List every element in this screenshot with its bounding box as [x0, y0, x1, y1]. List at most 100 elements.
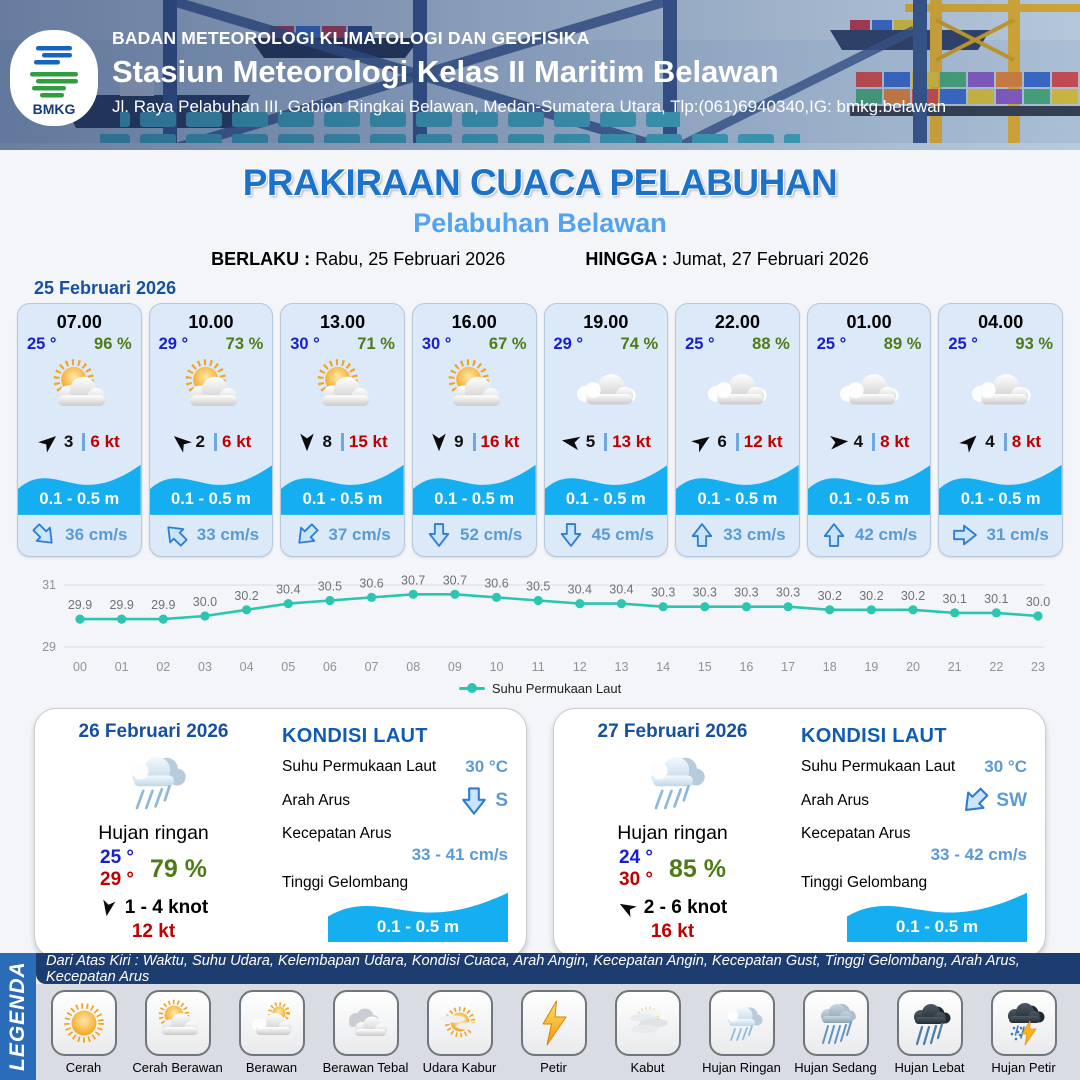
- x-axis-tick: 03: [198, 660, 212, 674]
- data-point-label: 30.4: [609, 583, 633, 597]
- current-row: 33 cm/s: [676, 515, 799, 556]
- bmkg-logo: BMKG: [10, 30, 98, 126]
- weather-icon-wrap: [545, 354, 668, 427]
- temperature-value: 25 °: [27, 335, 57, 353]
- wind-gust-value: 13 kt: [612, 432, 651, 452]
- wind-direction-icon: [828, 431, 850, 453]
- wind-speed-value: 5: [585, 432, 596, 452]
- x-axis-tick: 20: [906, 660, 920, 674]
- wind-row: 5 13 kt: [545, 427, 668, 458]
- daily-date: 27 Februari 2026: [597, 721, 748, 742]
- cerah-berawan-icon: [430, 357, 518, 423]
- legend-item-label: Cerah Berawan: [132, 1060, 223, 1075]
- temperature-value: 25 °: [948, 335, 978, 353]
- hujan-petir-icon: [999, 998, 1049, 1048]
- x-axis-tick: 04: [240, 660, 254, 674]
- wind-direction-icon: [956, 428, 984, 456]
- berawan-icon: [957, 357, 1045, 423]
- x-axis-tick: 01: [115, 660, 129, 674]
- berawan-sun-icon: [247, 998, 297, 1048]
- data-point-label: 30.1: [943, 592, 967, 606]
- legend-item: Cerah: [40, 990, 127, 1075]
- forecast-time: 04.00: [978, 312, 1024, 332]
- daily-date: 26 Februari 2026: [78, 721, 229, 742]
- current-speed-value: 37 cm/s: [328, 525, 391, 545]
- data-point-label: 30.5: [318, 580, 342, 594]
- current-speed-value: 33 - 42 cm/s: [930, 845, 1027, 864]
- forecast-time: 22.00: [714, 312, 760, 332]
- legend-item: Petir: [510, 990, 597, 1075]
- data-point-label: 30.3: [651, 586, 675, 600]
- wind-direction-icon: [97, 898, 118, 919]
- wind-speed-value: 4: [985, 432, 995, 452]
- hourly-forecast-card: 01.00 25 ° 89 % 4 8 kt 0.1 - 0.5 m 42 cm/s: [806, 303, 932, 557]
- daily-left: 26 Februari 2026 Hujan ringan 25 ° 29 ° 79 %…: [51, 721, 256, 943]
- wave-height-value: 0.1 - 0.5 m: [434, 489, 515, 508]
- wind-direction-icon: [688, 428, 716, 456]
- wind-gust-value: 12 kt: [743, 432, 783, 452]
- wind-divider: [214, 433, 218, 452]
- x-axis-tick: 00: [73, 660, 87, 674]
- x-axis-tick: 07: [365, 660, 379, 674]
- data-point-label: 29.9: [68, 598, 92, 612]
- wave-band: 0.1 - 0.5 m: [412, 458, 536, 515]
- cerah-berawan-icon: [167, 357, 255, 423]
- temperature-value: 29 °: [158, 335, 189, 353]
- temperature-value: 25 °: [685, 335, 715, 353]
- sst-label: Suhu Permukaan Laut: [282, 758, 437, 775]
- legend-item-label: Berawan: [245, 1060, 298, 1075]
- hourly-forecast-card: 07.00 25 ° 96 % 3 6 kt 0.1 - 0.5 m 36 cm/s: [17, 303, 142, 557]
- legend-item: Cerah Berawan: [132, 990, 223, 1075]
- legend-section: LEGENDA Dari Atas Kiri : Waktu, Suhu Uda…: [0, 953, 1080, 1080]
- forecast-time: 19.00: [583, 312, 629, 332]
- sea-conditions: KONDISI LAUT Suhu Permukaan Laut 30 °C Arah…: [775, 721, 1027, 943]
- data-point-label: 30.0: [1026, 595, 1050, 609]
- forecast-time: 13.00: [320, 312, 366, 332]
- data-point-label: 30.4: [276, 583, 300, 597]
- humidity-value: 93 %: [1015, 335, 1053, 353]
- wave-shape: [328, 892, 508, 942]
- data-point-label: 30.2: [901, 589, 925, 603]
- wind-speed-value: 8: [322, 432, 332, 452]
- humidity-value: 96 %: [94, 335, 132, 353]
- x-axis-tick: 05: [281, 660, 295, 674]
- wave-shape: [18, 464, 141, 515]
- wave-height-box: 0.1 - 0.5 m: [847, 886, 1027, 942]
- current-direction-icon: [821, 522, 847, 548]
- wind-direction-icon: [166, 428, 194, 456]
- temperature-value: 29 °: [553, 335, 584, 353]
- data-point-label: 30.2: [818, 589, 842, 603]
- x-axis-tick: 15: [698, 660, 712, 674]
- wind-direction-icon: [429, 432, 449, 452]
- forecast-date: 25 Februari 2026: [34, 278, 177, 298]
- daily-forecast-card: 26 Februari 2026 Hujan ringan 25 ° 29 ° 79 %…: [34, 708, 527, 958]
- forecast-time: 01.00: [846, 312, 892, 332]
- legend-item-label: Udara Kabur: [422, 1060, 497, 1075]
- wind-divider: [472, 433, 476, 452]
- forecast-time: 07.00: [56, 312, 102, 332]
- weather-icon-wrap: [281, 354, 404, 427]
- petir-icon: [529, 998, 579, 1048]
- wind-gust-value: 8 kt: [880, 432, 910, 452]
- hourly-forecast-card: 04.00 25 ° 93 % 4 8 kt 0.1 - 0.5 m 31 cm/s: [938, 303, 1063, 557]
- daily-gust: 16 kt: [650, 921, 695, 942]
- legend-item: Hujan Petir: [980, 990, 1067, 1075]
- legend-icon-box: [802, 990, 869, 1056]
- legend-icon-box: [332, 990, 399, 1056]
- legend-icon-box: [520, 990, 587, 1056]
- wave-band: 0.1 - 0.5 m: [149, 458, 273, 515]
- current-direction-label: Arah Arus: [801, 792, 870, 809]
- daily-left: 27 Februari 2026 Hujan ringan 24 ° 30 ° 85 %…: [570, 721, 775, 943]
- legend-icon-box: [426, 990, 493, 1056]
- wind-speed-value: 3: [63, 432, 74, 452]
- x-axis-tick: 02: [156, 660, 170, 674]
- wave-shape: [807, 464, 931, 515]
- station-address: Jl. Raya Pelabuhan III, Gabion Ringkai B…: [112, 97, 947, 116]
- data-point-label: 30.3: [776, 586, 800, 600]
- wave-shape: [939, 464, 1062, 515]
- legend-item-label: Cerah: [65, 1060, 102, 1075]
- cerah-icon: [59, 998, 109, 1048]
- wave-height-value: 0.1 - 0.5 m: [895, 917, 979, 936]
- wind-row: 4 8 kt: [939, 427, 1062, 458]
- legend-item-label: Hujan Petir: [991, 1060, 1056, 1075]
